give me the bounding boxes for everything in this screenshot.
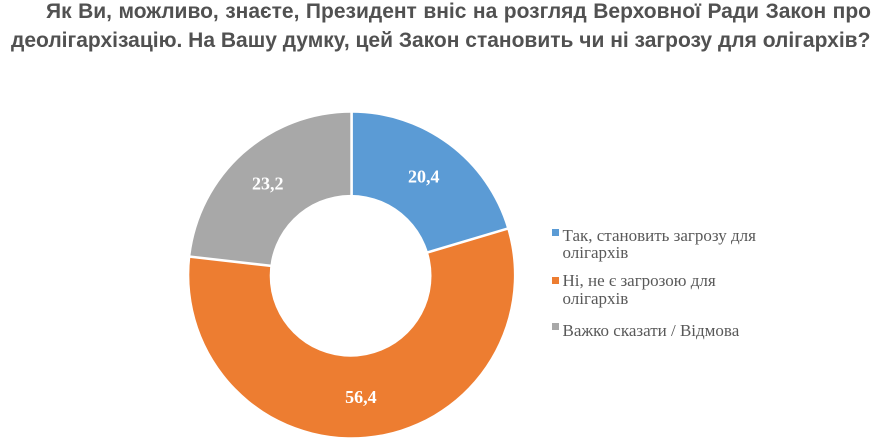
svg-text:23,2: 23,2 [252, 174, 284, 194]
svg-text:20,4: 20,4 [408, 167, 440, 187]
svg-text:56,4: 56,4 [345, 387, 377, 407]
